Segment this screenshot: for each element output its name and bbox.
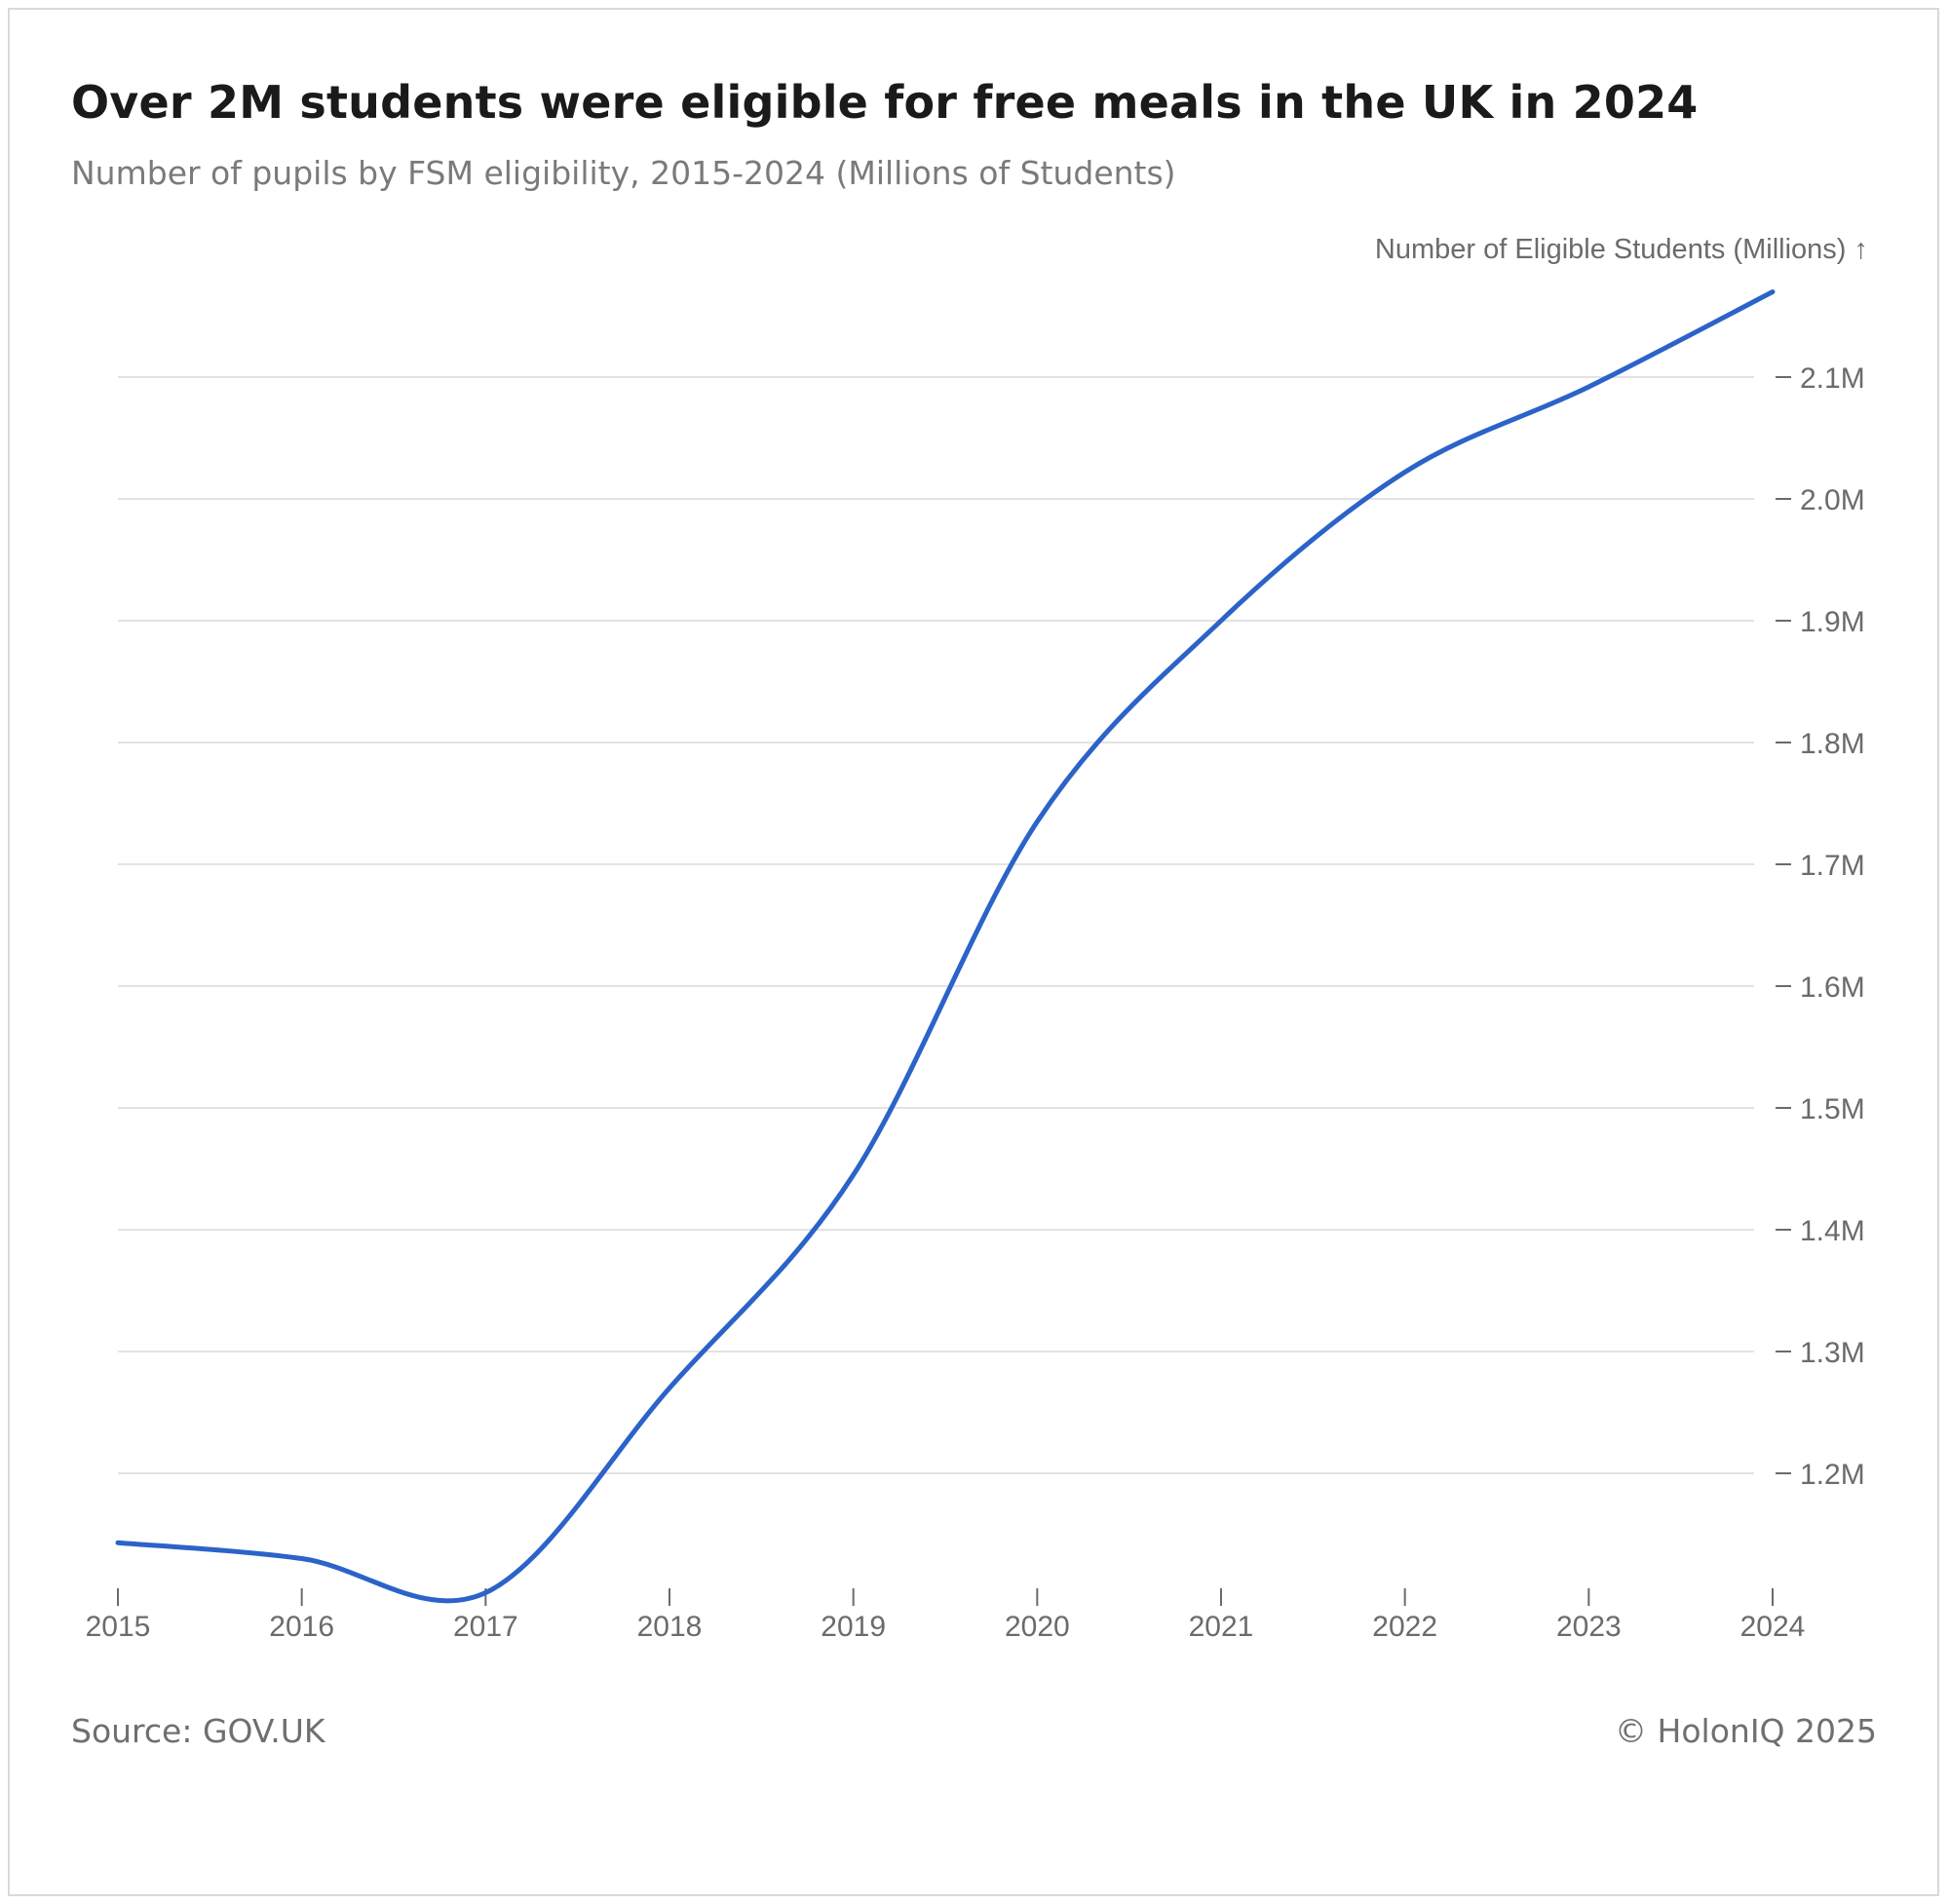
y-tick-label: 2.1M	[1800, 362, 1865, 395]
gridlines	[118, 376, 1754, 1474]
y-tick-label: 1.2M	[1800, 1459, 1865, 1491]
chart-frame	[8, 8, 1939, 1896]
x-tick-label: 2015	[86, 1611, 151, 1643]
y-tick-label: 1.4M	[1800, 1215, 1865, 1247]
series-layer	[115, 289, 1776, 1604]
x-tick-label: 2023	[1556, 1611, 1622, 1643]
series-line	[115, 289, 1776, 1604]
x-tick-label: 2024	[1740, 1611, 1806, 1643]
source-note: Source: GOV.UK	[71, 1712, 325, 1750]
y-tick-label: 1.3M	[1800, 1337, 1865, 1369]
y-tick-label: 1.9M	[1800, 606, 1865, 638]
x-tick-label: 2018	[637, 1611, 703, 1643]
x-tick-label: 2021	[1189, 1611, 1254, 1643]
y-axis-label: Number of Eligible Students (Millions) ↑	[1375, 234, 1868, 265]
y-axis: 1.2M 1.3M 1.4M 1.5M 1.6M 1.7M 1.8M 1.9M 2.0M 2.1M	[1776, 362, 1865, 1491]
y-tick-label: 1.7M	[1800, 850, 1865, 882]
x-tick-label: 2017	[453, 1611, 518, 1643]
y-tick-label: 1.6M	[1800, 971, 1865, 1004]
x-tick-label: 2020	[1005, 1611, 1070, 1643]
chart-subtitle: Number of pupils by FSM eligibility, 201…	[71, 154, 1176, 192]
y-tick-label: 1.8M	[1800, 728, 1865, 760]
x-tick-label: 2016	[269, 1611, 334, 1643]
x-axis: 2015 2016 2017 2018 2019 2020 2021 2022 2023 2024	[86, 1588, 1806, 1643]
x-tick-label: 2022	[1372, 1611, 1437, 1643]
copyright-note: © HolonIQ 2025	[1615, 1712, 1877, 1750]
chart-title: Over 2M students were eligible for free …	[71, 76, 1699, 129]
x-tick-label: 2019	[821, 1611, 886, 1643]
y-tick-label: 2.0M	[1800, 484, 1865, 516]
y-tick-label: 1.5M	[1800, 1093, 1865, 1125]
